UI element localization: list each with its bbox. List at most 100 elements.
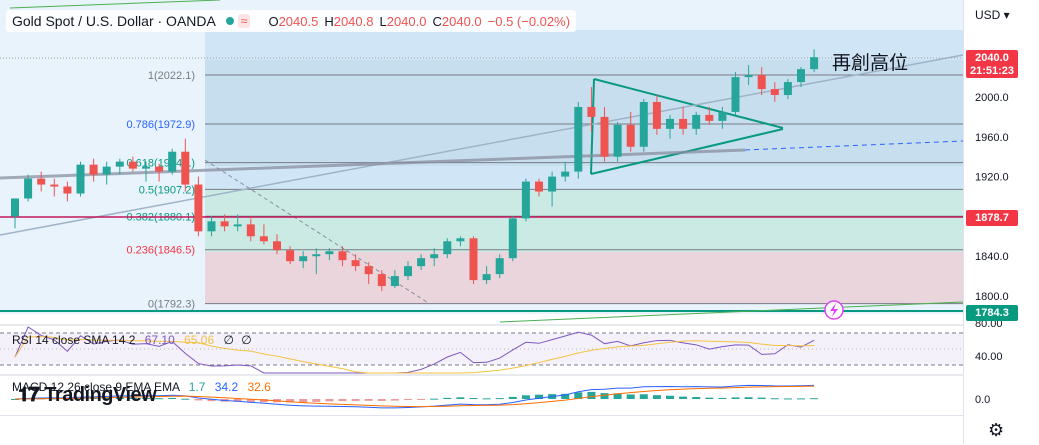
candle-body[interactable]	[417, 258, 426, 267]
symbol-legend[interactable]: Gold Spot / U.S. Dollar · OANDA ≈ O 2040.…	[6, 10, 577, 32]
candle-body[interactable]	[338, 251, 347, 261]
candle-body[interactable]	[24, 178, 33, 199]
candle-body[interactable]	[286, 250, 295, 262]
macd-bar	[390, 399, 399, 401]
candle-body[interactable]	[246, 224, 255, 237]
macd-bar	[770, 398, 779, 400]
candle-body[interactable]	[679, 118, 688, 129]
candle-body[interactable]	[299, 256, 308, 262]
candle-body[interactable]	[783, 82, 792, 96]
candle-body[interactable]	[495, 258, 504, 275]
candle-body[interactable]	[797, 69, 805, 83]
market-status-icon	[225, 17, 234, 25]
candle-body[interactable]	[744, 75, 753, 78]
candle-body[interactable]	[535, 181, 543, 192]
candle-body[interactable]	[37, 178, 46, 185]
alert-lightning-icon[interactable]	[824, 300, 844, 320]
candle-body[interactable]	[115, 161, 124, 167]
candle-body[interactable]	[469, 238, 478, 281]
candle-body[interactable]	[430, 254, 439, 259]
candle-body[interactable]	[587, 106, 596, 117]
macd-bar	[338, 399, 347, 402]
candle-body[interactable]	[325, 251, 334, 255]
candle-body[interactable]	[574, 106, 583, 172]
candle-body[interactable]	[377, 274, 386, 287]
candle-body[interactable]	[194, 184, 203, 232]
rising-support[interactable]	[499, 301, 964, 323]
candle-body[interactable]	[600, 116, 609, 157]
candle-body[interactable]	[652, 101, 661, 129]
candle-body[interactable]	[207, 221, 216, 232]
candle-body[interactable]	[76, 164, 85, 194]
candle-body[interactable]	[181, 151, 190, 185]
candle-body[interactable]	[50, 184, 59, 187]
candle-body[interactable]	[220, 221, 229, 227]
candle-body[interactable]	[521, 181, 530, 219]
time-axis[interactable]	[0, 415, 963, 445]
candle-body[interactable]	[666, 118, 674, 129]
macd-bar	[325, 399, 334, 402]
candle-body[interactable]	[757, 75, 766, 90]
candle-body[interactable]	[548, 176, 557, 192]
candle-body[interactable]	[128, 161, 137, 169]
macd-legend[interactable]: MACD 12 26 close 9 EMA EMA 1.7 34.2 32.6	[12, 380, 271, 394]
macd-bar	[692, 397, 701, 399]
open-label: O	[268, 13, 279, 29]
candle-body[interactable]	[273, 241, 281, 251]
macd-bar	[666, 395, 674, 399]
candle-body[interactable]	[613, 124, 622, 157]
macd-bar	[456, 397, 465, 399]
candle-body[interactable]	[456, 238, 465, 242]
fib-label: 0.5(1907.2)	[139, 184, 195, 196]
triangle-upper-line[interactable]	[593, 78, 784, 129]
candle-body[interactable]	[692, 114, 701, 129]
candle-body[interactable]	[142, 166, 150, 169]
candle-body[interactable]	[770, 89, 779, 96]
candle-body[interactable]	[390, 276, 399, 287]
candle-body[interactable]	[259, 236, 268, 242]
triangle-left-line[interactable]	[590, 78, 595, 175]
fib-label: 0.618(1934.1)	[127, 158, 196, 170]
candle-body[interactable]	[364, 266, 373, 275]
candle-body[interactable]	[810, 57, 819, 70]
candle-body[interactable]	[11, 198, 19, 217]
candle-body[interactable]	[705, 114, 714, 121]
fib-zone-green	[205, 190, 963, 252]
currency-selector[interactable]: USD ▾	[975, 8, 1010, 22]
candle-body[interactable]	[443, 241, 452, 255]
macd-bar	[430, 398, 439, 400]
candle-body[interactable]	[626, 124, 635, 147]
candle-body[interactable]	[718, 111, 727, 121]
candle-body[interactable]	[63, 186, 72, 194]
candle-body[interactable]	[508, 218, 517, 259]
candle-body[interactable]	[404, 266, 412, 277]
watermark-text: TradingView	[44, 384, 157, 406]
symbol-title[interactable]: Gold Spot / U.S. Dollar · OANDA	[12, 13, 216, 29]
high-label: H	[324, 13, 334, 29]
macd-bar	[89, 397, 98, 399]
macd-bar	[535, 394, 543, 399]
downtrend-line[interactable]	[204, 159, 431, 305]
rsi-legend[interactable]: RSI 14 close SMA 14 2 67.10 65.06 ∅ ∅	[12, 333, 252, 347]
candle-body[interactable]	[102, 166, 111, 175]
candle-body[interactable]	[312, 254, 321, 257]
settings-gear-icon[interactable]: ⚙	[988, 420, 1005, 440]
candle-body[interactable]	[351, 260, 360, 267]
annotation-text[interactable]: 再創高位	[832, 53, 909, 74]
candles-layer	[11, 49, 819, 292]
candle-body[interactable]	[155, 166, 164, 172]
trendline-long[interactable]	[0, 54, 964, 236]
candle-body[interactable]	[233, 224, 242, 227]
macd-bar	[744, 397, 753, 399]
candle-body[interactable]	[482, 274, 491, 281]
rsi-title: RSI 14 close SMA 14 2	[12, 333, 136, 347]
candle-body[interactable]	[89, 164, 98, 175]
candle-body[interactable]	[168, 151, 177, 172]
price-axis[interactable]	[963, 0, 1039, 444]
candle-body[interactable]	[639, 101, 648, 147]
candle-body[interactable]	[731, 77, 740, 112]
candle-body[interactable]	[561, 171, 570, 177]
macd-bar	[259, 399, 268, 403]
